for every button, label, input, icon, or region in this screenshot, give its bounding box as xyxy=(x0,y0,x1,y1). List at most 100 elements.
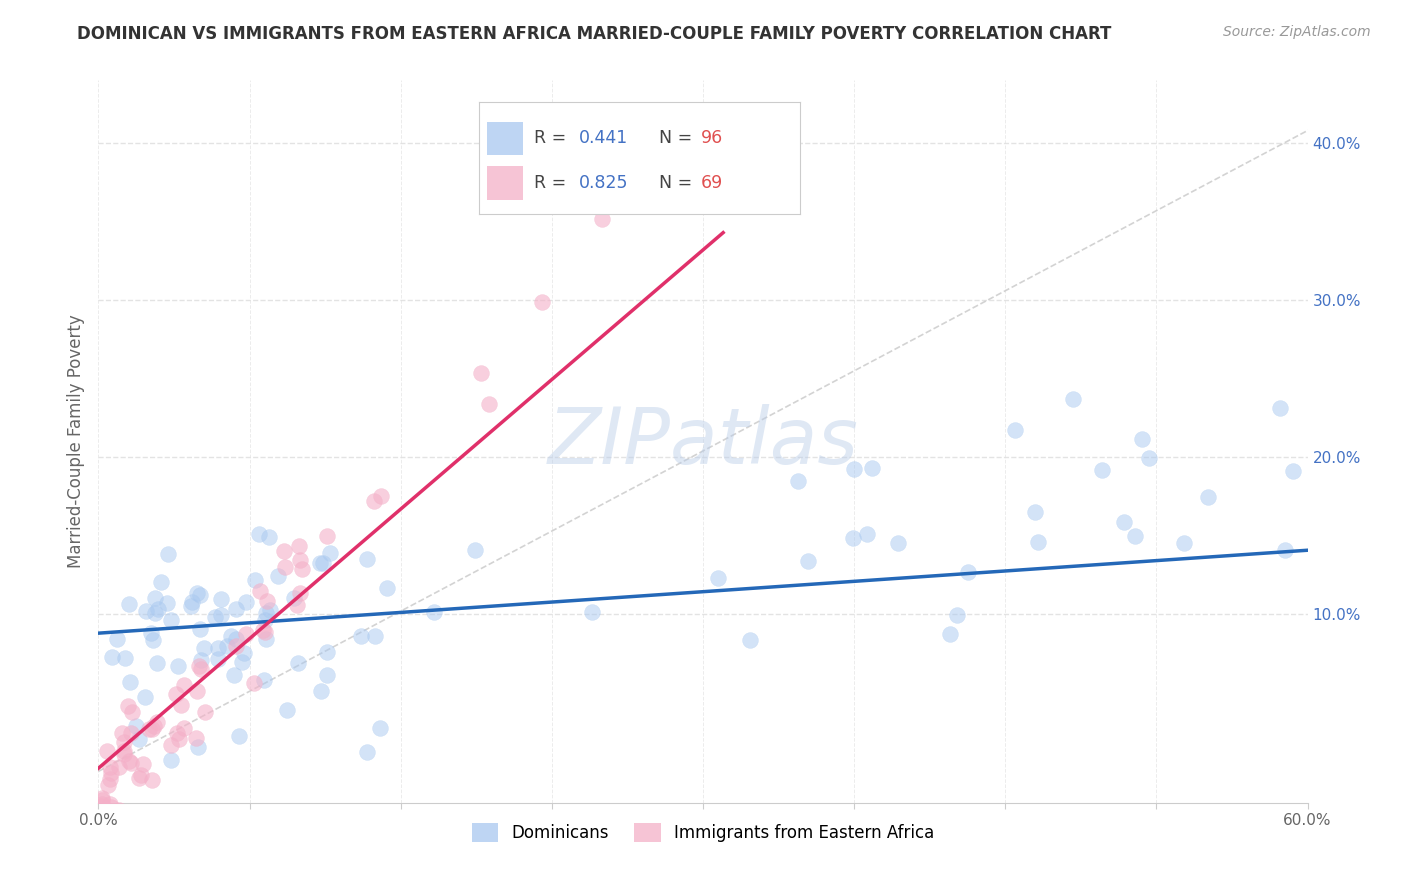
Point xyxy=(131,768,153,782)
Point xyxy=(887,536,910,550)
Point xyxy=(142,633,165,648)
Point xyxy=(186,731,208,745)
Point xyxy=(187,740,209,755)
Point xyxy=(254,613,277,627)
Point xyxy=(90,793,112,807)
Point xyxy=(1130,432,1153,446)
Point xyxy=(89,812,111,826)
Point xyxy=(209,608,232,623)
Point xyxy=(312,556,335,570)
Point xyxy=(1123,528,1146,542)
Point xyxy=(207,651,229,665)
Point xyxy=(186,684,208,698)
Point xyxy=(98,797,121,811)
Point xyxy=(464,543,486,558)
Point xyxy=(165,687,187,701)
Point xyxy=(187,658,209,673)
Point xyxy=(422,605,444,619)
Point xyxy=(156,596,179,610)
Point xyxy=(188,622,211,636)
Point xyxy=(253,673,276,687)
Point xyxy=(219,629,242,643)
Point xyxy=(160,753,183,767)
Point xyxy=(253,625,276,640)
Point xyxy=(100,800,122,814)
Point xyxy=(844,462,866,476)
Point xyxy=(107,803,129,817)
Point xyxy=(273,544,295,558)
Point xyxy=(1173,536,1195,550)
Point xyxy=(228,729,250,743)
Point xyxy=(370,489,392,503)
Point xyxy=(112,734,135,748)
Point xyxy=(288,539,311,553)
Point xyxy=(368,721,391,735)
Point xyxy=(149,574,172,589)
Point xyxy=(215,640,238,654)
Point xyxy=(1282,464,1305,478)
Point xyxy=(287,657,309,671)
Point xyxy=(245,573,267,587)
Point xyxy=(256,594,278,608)
Point xyxy=(169,698,191,713)
Point xyxy=(349,629,371,643)
Point xyxy=(114,651,136,665)
Point xyxy=(530,294,553,309)
Point xyxy=(91,791,114,805)
Point xyxy=(134,690,156,705)
Point xyxy=(957,566,980,580)
Point xyxy=(204,610,226,624)
Point xyxy=(91,797,114,811)
Point xyxy=(1137,450,1160,465)
Point xyxy=(97,778,120,792)
Point xyxy=(193,641,215,656)
Point xyxy=(1026,535,1049,549)
Point xyxy=(283,591,305,606)
Point xyxy=(945,608,967,623)
Point xyxy=(319,546,342,560)
Point xyxy=(308,556,330,570)
Point xyxy=(90,798,112,813)
Point xyxy=(356,745,378,759)
Point xyxy=(145,714,167,729)
Point xyxy=(267,569,290,583)
Point xyxy=(740,632,762,647)
Point xyxy=(1197,490,1219,504)
Point xyxy=(254,607,277,621)
Point xyxy=(148,602,170,616)
Point xyxy=(120,726,142,740)
Point xyxy=(209,592,232,607)
Point xyxy=(143,606,166,620)
Point xyxy=(855,527,877,541)
Point xyxy=(118,754,141,768)
Point xyxy=(167,658,190,673)
Point xyxy=(259,603,281,617)
Point xyxy=(167,731,190,746)
Point xyxy=(97,812,120,826)
Point xyxy=(135,604,157,618)
Point xyxy=(128,731,150,746)
Point xyxy=(132,757,155,772)
Point xyxy=(842,532,865,546)
Point xyxy=(190,662,212,676)
Point xyxy=(100,766,122,780)
Point xyxy=(194,705,217,719)
Point xyxy=(233,646,256,660)
Point xyxy=(96,744,118,758)
Point xyxy=(141,722,163,736)
Point xyxy=(247,526,270,541)
Point xyxy=(1062,392,1084,407)
Point xyxy=(105,632,128,647)
Point xyxy=(118,597,141,611)
Point xyxy=(797,554,820,568)
Point xyxy=(276,703,298,717)
Point xyxy=(104,806,127,821)
Point xyxy=(139,626,162,640)
Point xyxy=(98,772,121,786)
Point xyxy=(252,623,274,637)
Point xyxy=(364,629,387,643)
Point xyxy=(87,812,110,826)
Point xyxy=(311,684,333,698)
Point xyxy=(235,595,257,609)
Point xyxy=(190,653,212,667)
